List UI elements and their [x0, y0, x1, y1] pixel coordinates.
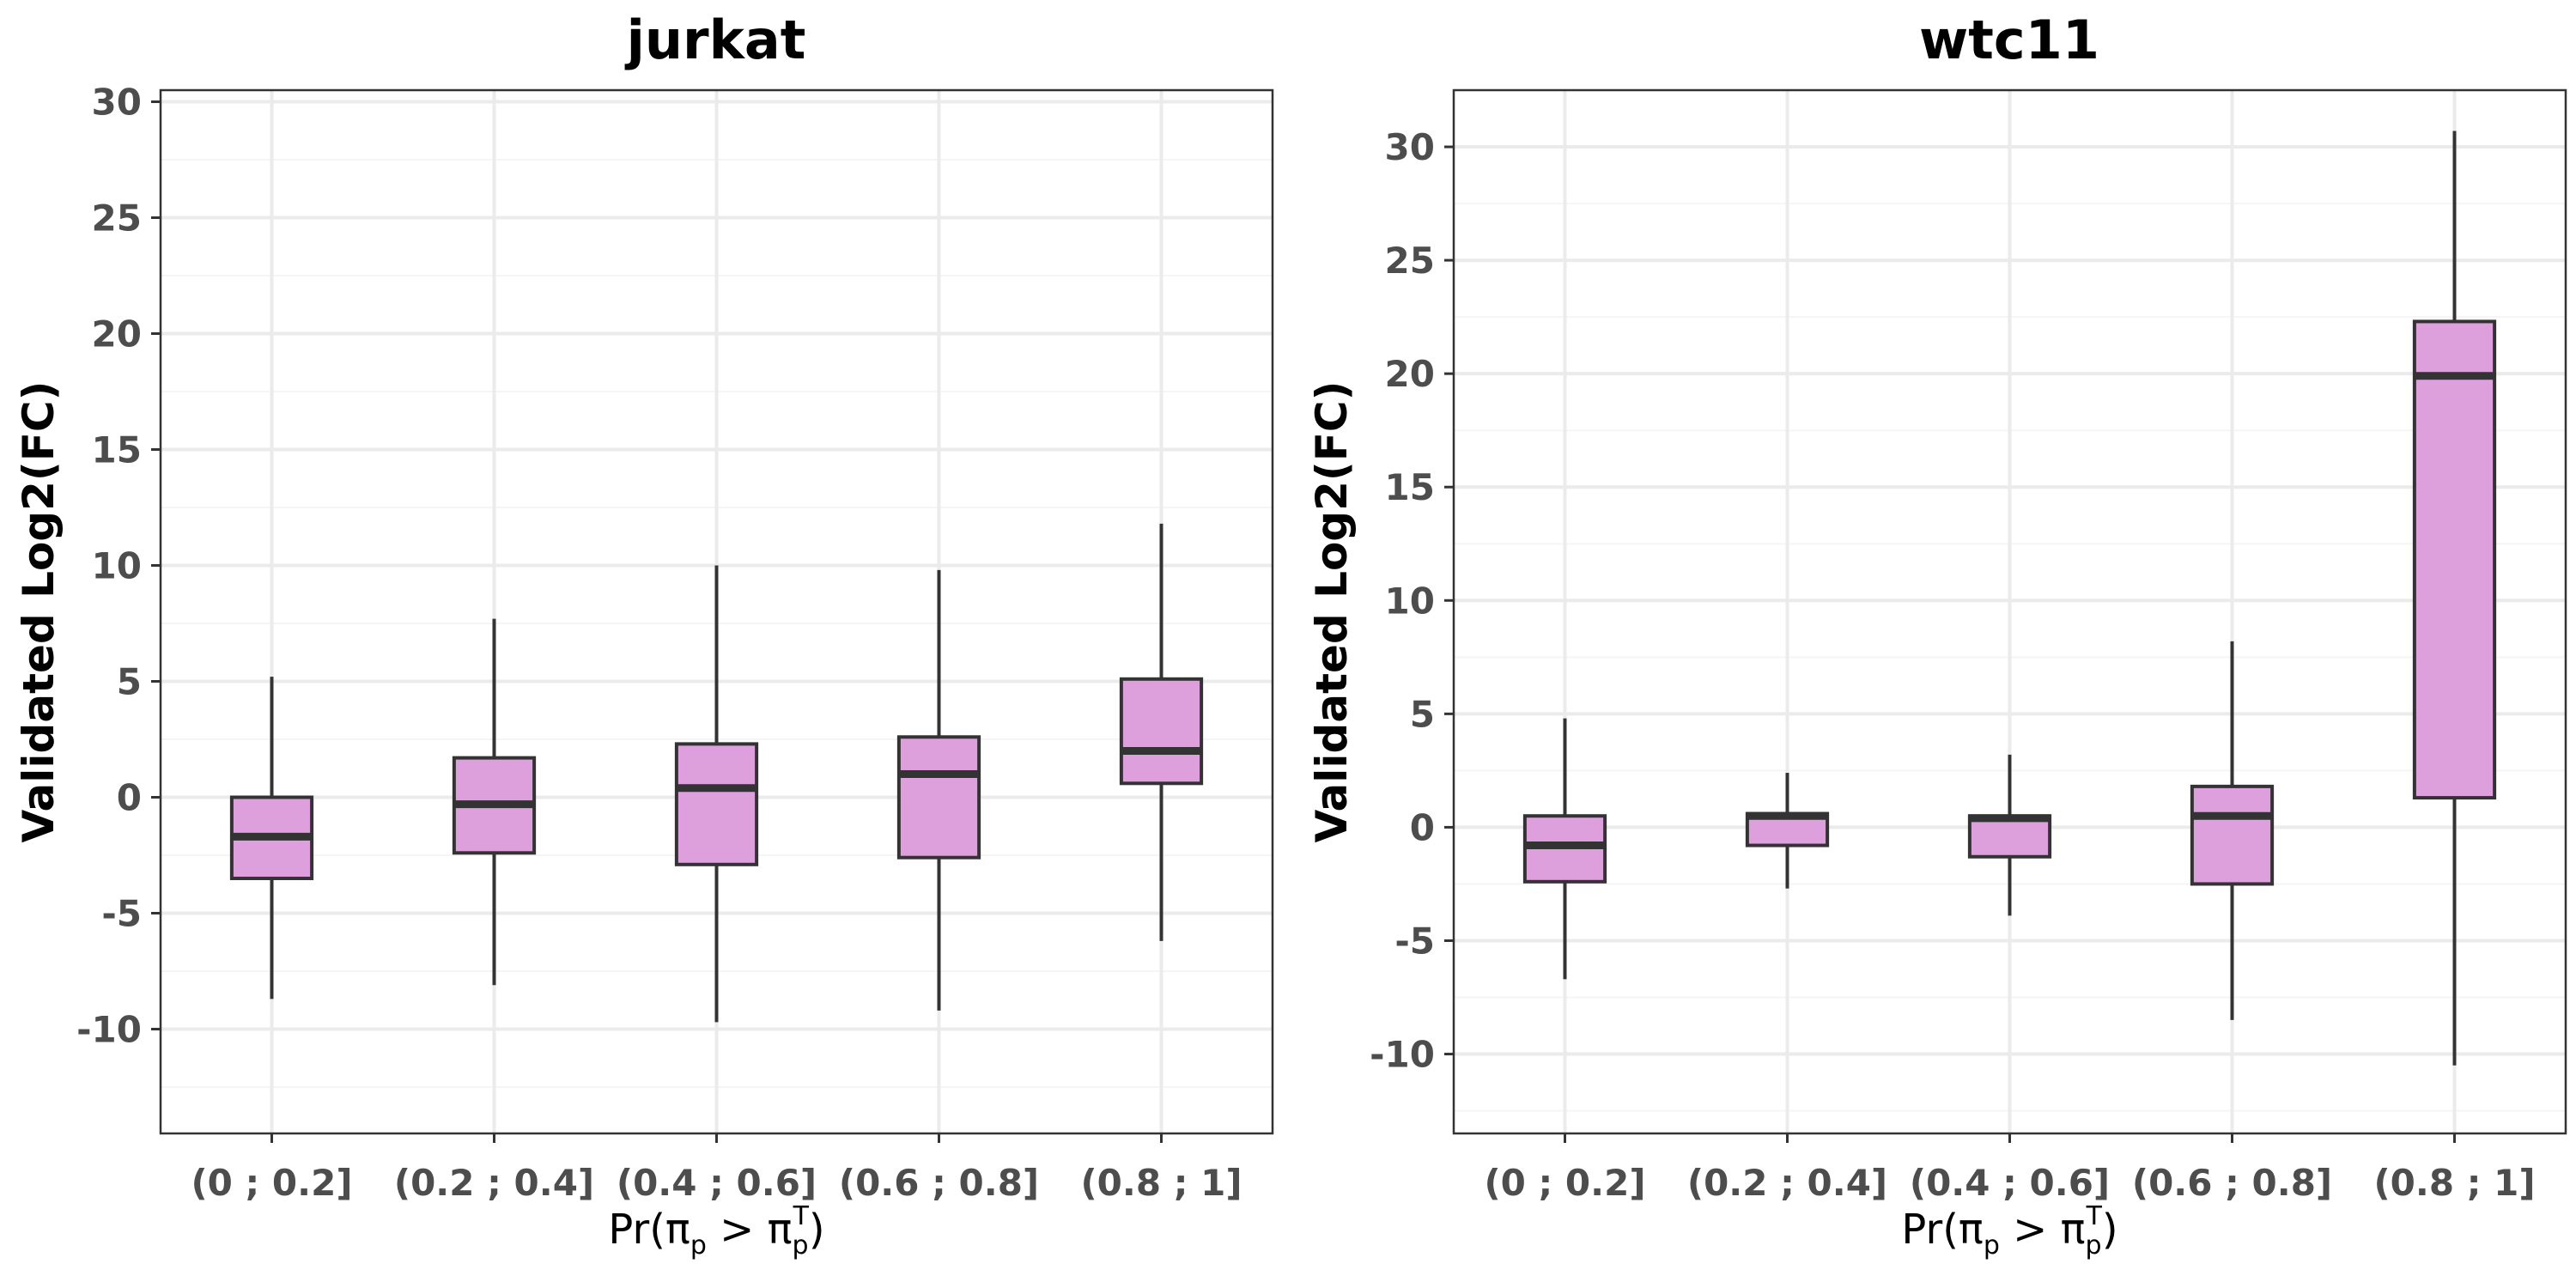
- x-tick-label: (0.6 ; 0.8]: [839, 1162, 1039, 1204]
- x-tick-label: (0.4 ; 0.6]: [1910, 1162, 2110, 1204]
- box-body: [896, 735, 981, 860]
- x-tick-label: (0 ; 0.2]: [1484, 1162, 1645, 1204]
- x-axis-title: Pr(πp > πpT): [1901, 1201, 2117, 1261]
- panel-title: wtc11: [1919, 9, 2099, 71]
- box-0: [1522, 718, 1607, 980]
- y-tick-label: 30: [92, 82, 142, 124]
- y-axis-title: Validated Log2(FC): [1307, 381, 1357, 843]
- box-1: [452, 618, 537, 986]
- box-4: [2412, 131, 2497, 1066]
- panel-title: jurkat: [624, 9, 806, 71]
- box-body: [1119, 677, 1204, 786]
- y-tick-label: 15: [92, 429, 142, 471]
- x-tick-label: (0.8 ; 1]: [1080, 1162, 1242, 1204]
- y-tick-label: 10: [92, 545, 142, 587]
- box-0: [229, 677, 314, 999]
- box-3: [2190, 641, 2275, 1020]
- y-tick-label: 15: [1385, 466, 1435, 508]
- y-tick-label: 30: [1385, 126, 1435, 168]
- y-tick-label: 25: [1385, 240, 1435, 282]
- y-axis-title: Validated Log2(FC): [14, 381, 64, 843]
- y-tick-label: 20: [1385, 353, 1435, 395]
- box-2: [674, 565, 759, 1023]
- y-tick-label: 20: [92, 313, 142, 355]
- y-tick-label: -10: [1370, 1034, 1435, 1076]
- panel-jurkat: -10 -5 0 5 10 15 20 25 30 (0 ; 0.2] (0.2 ; 0.4] (0.…: [14, 9, 1274, 1261]
- box-body: [1967, 814, 2052, 859]
- x-tick-label: (0.4 ; 0.6]: [617, 1162, 817, 1204]
- y-tick-label: -5: [1394, 920, 1435, 962]
- panel-wtc11: -10 -5 0 5 10 15 20 25 30 (0 ; 0.2] (0.2 ; 0.4] (0.…: [1307, 9, 2567, 1261]
- y-tick-label: 5: [117, 661, 142, 703]
- box-4: [1119, 523, 1204, 941]
- y-tick-label: 25: [92, 197, 142, 240]
- x-tick-label: (0 ; 0.2]: [191, 1162, 352, 1204]
- y-tick-label: -5: [101, 893, 142, 935]
- y-tick-label: -10: [76, 1009, 142, 1051]
- x-tick-label: (0.2 ; 0.4]: [394, 1162, 594, 1204]
- x-tick-label: (0.6 ; 0.8]: [2132, 1162, 2332, 1204]
- box-3: [896, 569, 981, 1011]
- x-tick-label: (0.8 ; 1]: [2373, 1162, 2535, 1204]
- box-body: [2190, 784, 2275, 886]
- box-1: [1745, 773, 1830, 889]
- y-tick-label: 10: [1385, 580, 1435, 622]
- x-axis-title: Pr(πp > πpT): [608, 1201, 824, 1261]
- y-tick-label: 0: [117, 777, 142, 819]
- box-2: [1967, 754, 2052, 916]
- y-tick-label: 0: [1410, 806, 1435, 848]
- y-tick-label: 5: [1410, 693, 1435, 735]
- box-body: [674, 742, 759, 866]
- box-body: [2412, 319, 2497, 800]
- x-tick-label: (0.2 ; 0.4]: [1687, 1162, 1887, 1204]
